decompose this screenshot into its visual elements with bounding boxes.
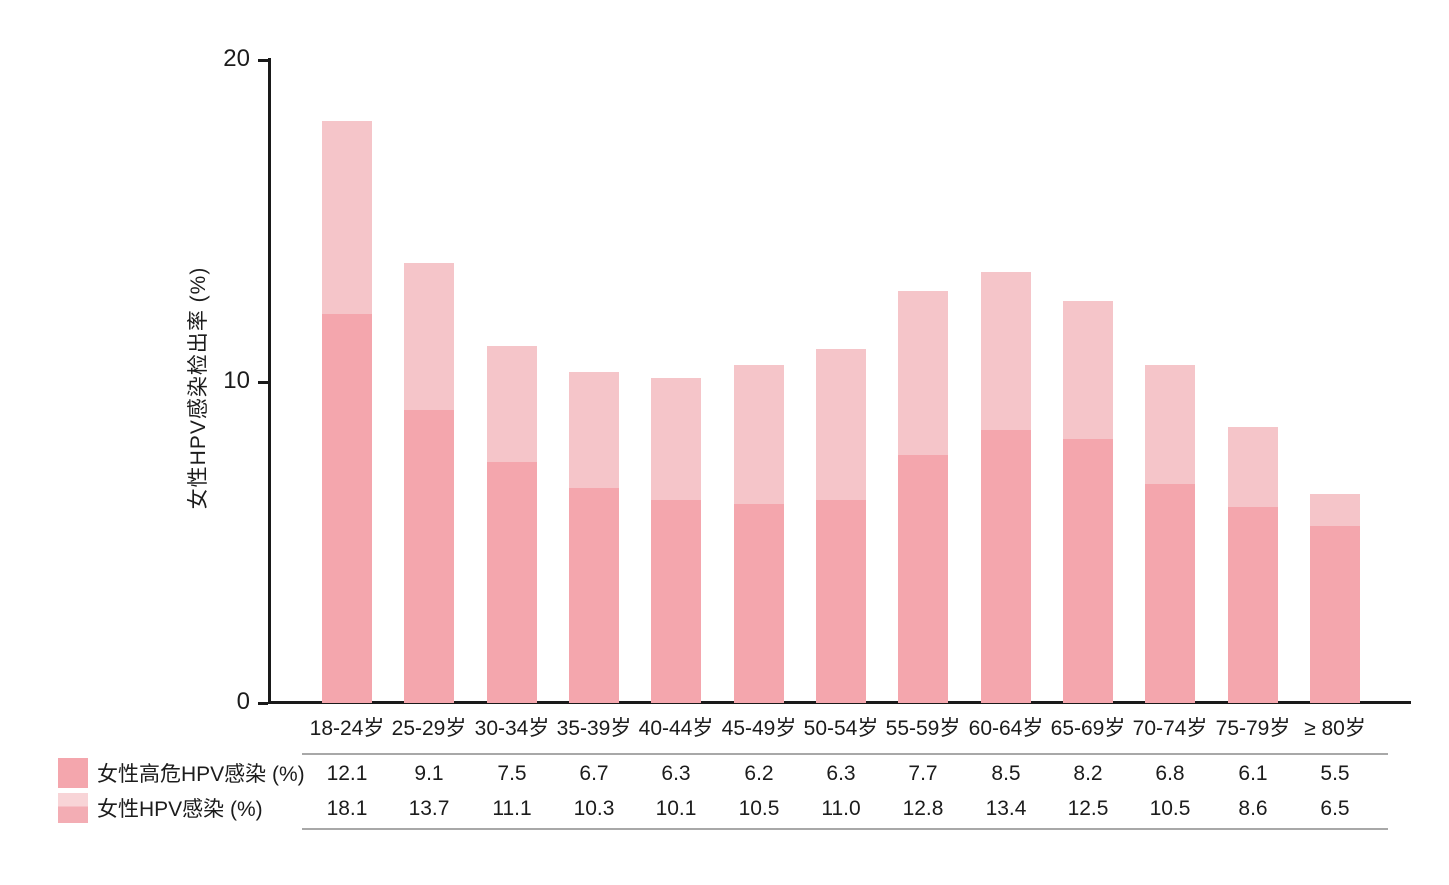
highrisk-swatch-icon: [58, 758, 88, 788]
total-value-cell: 10.5: [1149, 797, 1191, 820]
total-value-cell: 12.8: [902, 797, 944, 820]
total-value-cell: 13.7: [408, 797, 450, 820]
x-axis-label: 25-29岁: [391, 717, 467, 740]
total-value-cell: 12.5: [1067, 797, 1109, 820]
total-value-cell: 8.6: [1238, 797, 1268, 820]
y-tick-label: 0: [236, 688, 250, 715]
legend-label-total: 女性HPV感染 (%): [97, 798, 263, 821]
x-axis-label: 30-34岁: [474, 717, 550, 740]
highrisk-value-cell: 6.3: [661, 762, 691, 785]
legend-item-highrisk: 女性高危HPV感染 (%): [58, 758, 305, 788]
bar-highrisk-segment: [1228, 507, 1278, 703]
highrisk-value-cell: 8.5: [991, 762, 1021, 785]
x-axis-label: 40-44岁: [638, 717, 714, 740]
x-axis-label: 70-74岁: [1132, 717, 1208, 740]
highrisk-value-cell: 6.8: [1155, 762, 1185, 785]
total-hpv-swatch-icon: [58, 793, 88, 823]
bar-highrisk-segment: [734, 504, 784, 703]
x-axis-label: ≥ 80岁: [1304, 717, 1366, 740]
total-value-cell: 11.1: [492, 797, 532, 820]
bar-highrisk-segment: [981, 430, 1031, 703]
total-value-cell: 10.1: [655, 797, 697, 820]
total-value-cell: 11.0: [821, 797, 861, 820]
x-axis-label: 60-64岁: [968, 717, 1044, 740]
highrisk-value-cell: 8.2: [1073, 762, 1103, 785]
bar-highrisk-segment: [322, 314, 372, 703]
total-value-cell: 10.5: [738, 797, 780, 820]
bar-highrisk-segment: [1310, 526, 1360, 703]
total-value-cell: 6.5: [1320, 797, 1350, 820]
highrisk-value-cell: 6.7: [579, 762, 609, 785]
table-top-rule: [302, 753, 1388, 755]
total-value-cell: 13.4: [985, 797, 1027, 820]
x-axis-label: 75-79岁: [1215, 717, 1291, 740]
bar-highrisk-segment: [816, 500, 866, 703]
y-tick-label: 20: [223, 45, 250, 72]
total-value-cell: 18.1: [326, 797, 368, 820]
highrisk-value-cell: 5.5: [1320, 762, 1350, 785]
highrisk-value-cell: 6.3: [826, 762, 856, 785]
bar-highrisk-segment: [651, 500, 701, 703]
x-axis-label: 35-39岁: [556, 717, 632, 740]
bar-highrisk-segment: [1145, 484, 1195, 703]
bar-highrisk-segment: [404, 410, 454, 703]
highrisk-value-cell: 9.1: [414, 762, 444, 785]
highrisk-value-cell: 7.7: [908, 762, 938, 785]
bar-highrisk-segment: [898, 455, 948, 703]
x-axis-label: 45-49岁: [721, 717, 797, 740]
highrisk-value-cell: 6.2: [744, 762, 774, 785]
bar-highrisk-segment: [569, 488, 619, 703]
y-axis-line: [268, 58, 271, 704]
x-axis-label: 50-54岁: [803, 717, 879, 740]
legend-label-highrisk: 女性高危HPV感染 (%): [97, 763, 305, 786]
x-axis-label: 65-69岁: [1050, 717, 1126, 740]
highrisk-value-cell: 6.1: [1238, 762, 1268, 785]
y-tick-mark: [258, 702, 268, 705]
bar-highrisk-segment: [487, 462, 537, 703]
highrisk-value-cell: 12.1: [326, 762, 368, 785]
bar-highrisk-segment: [1063, 439, 1113, 703]
x-axis-label: 18-24岁: [309, 717, 385, 740]
y-tick-mark: [258, 381, 268, 384]
legend-item-total: 女性HPV感染 (%): [58, 793, 263, 823]
highrisk-value-cell: 7.5: [497, 762, 527, 785]
y-tick-label: 10: [223, 367, 250, 394]
total-value-cell: 10.3: [573, 797, 615, 820]
x-axis-label: 55-59岁: [885, 717, 961, 740]
y-tick-mark: [258, 59, 268, 62]
table-bottom-rule: [302, 828, 1388, 830]
